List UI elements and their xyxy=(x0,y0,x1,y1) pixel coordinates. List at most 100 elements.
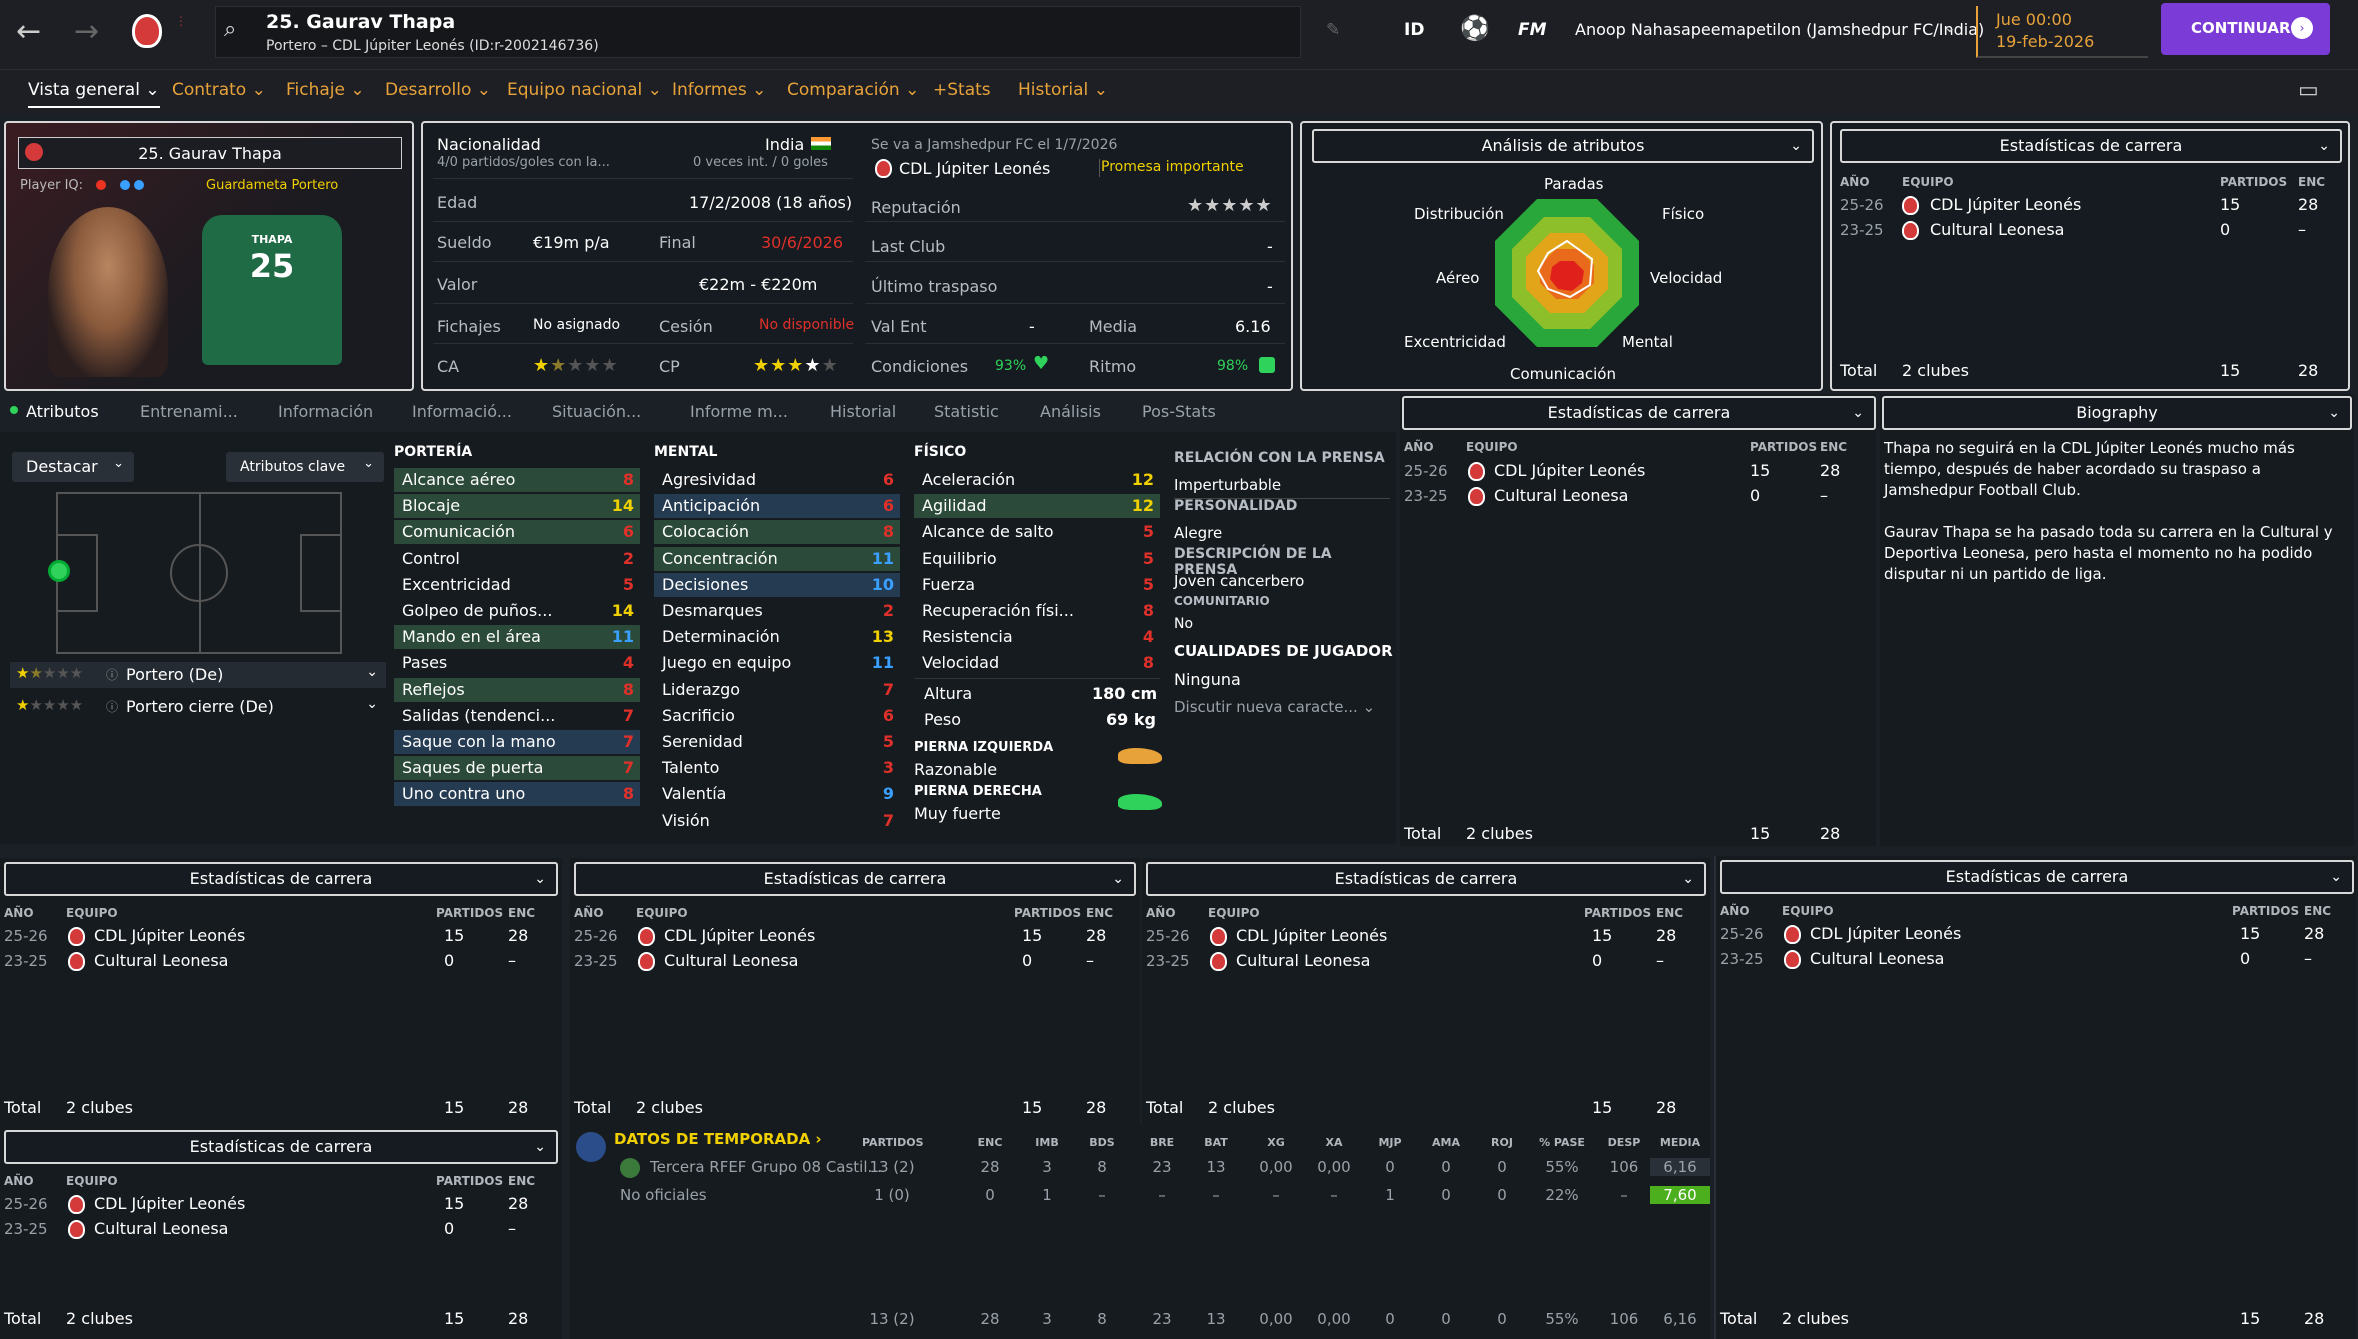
season-col[interactable]: XG xyxy=(1267,1136,1285,1149)
attribute-row[interactable]: Decisiones 10 xyxy=(654,572,900,597)
attribute-row[interactable]: Excentricidad 5 xyxy=(394,573,640,597)
career-team[interactable]: CDL Júpiter Leonés xyxy=(1494,461,1646,480)
subtab-pos-stats[interactable]: Pos-Stats xyxy=(1142,402,1216,421)
transfer-line[interactable]: Se va a Jamshedpur FC el 1/7/2026 xyxy=(871,137,1118,153)
season-col[interactable]: IMB xyxy=(1035,1136,1059,1149)
career-team[interactable]: Cultural Leonesa xyxy=(664,951,799,970)
highlight-dropdown[interactable]: Destacar ⌄ xyxy=(12,452,134,482)
career-team[interactable]: Cultural Leonesa xyxy=(1810,949,1945,968)
attribute-row[interactable]: Agilidad 12 xyxy=(914,494,1160,519)
key-attributes-dropdown[interactable]: Atributos clave ⌄ xyxy=(226,452,384,482)
attribute-row[interactable]: Control 2 xyxy=(394,547,640,571)
attribute-row[interactable]: Colocación 8 xyxy=(654,520,900,545)
attribute-row[interactable]: Sacrificio 6 xyxy=(654,704,900,728)
subtab-entrenamiento[interactable]: Entrenami... xyxy=(140,402,238,421)
career-team[interactable]: Cultural Leonesa xyxy=(1494,486,1629,505)
edit-pencil-icon[interactable]: ✎ xyxy=(1326,20,1341,40)
season-col[interactable]: ENC xyxy=(977,1136,1003,1149)
attribute-row[interactable]: Equilibrio 5 xyxy=(914,547,1160,571)
attribute-row[interactable]: Alcance de salto 5 xyxy=(914,520,1160,544)
attribute-row[interactable]: Saque con la mano 7 xyxy=(394,730,640,754)
subtab-informacion[interactable]: Información xyxy=(278,402,374,421)
attribute-row[interactable]: Resistencia 4 xyxy=(914,625,1160,649)
season-col[interactable]: PARTIDOS xyxy=(862,1136,924,1149)
player-search-box[interactable]: ⌕ 25. Gaurav Thapa Portero – CDL Júpiter… xyxy=(215,6,1301,58)
forward-arrow-icon[interactable]: → xyxy=(74,14,100,49)
attribute-row[interactable]: Liderazgo 7 xyxy=(654,678,900,702)
attribute-row[interactable]: Comunicación 6 xyxy=(394,520,640,545)
tab-fichaje[interactable]: Fichaje ⌄ xyxy=(286,80,365,100)
discuss-trait-link[interactable]: Discutir nueva caracte... ⌄ xyxy=(1174,698,1376,716)
monitor-icon[interactable]: ▭ xyxy=(2298,78,2319,103)
attribute-row[interactable]: Juego en equipo 11 xyxy=(654,651,900,675)
subtab-informacion-2[interactable]: Informació... xyxy=(412,402,512,421)
career-stats-dropdown[interactable]: Estadísticas de carrera ⌄ xyxy=(4,862,558,896)
attribute-row[interactable]: Pases 4 xyxy=(394,651,640,675)
attribute-row[interactable]: Recuperación físi... 8 xyxy=(914,599,1160,623)
career-team[interactable]: CDL Júpiter Leonés xyxy=(1810,924,1962,943)
career-team[interactable]: CDL Júpiter Leonés xyxy=(1236,926,1388,945)
attribute-row[interactable]: Agresividad 6 xyxy=(654,468,900,492)
subtab-situacion[interactable]: Situación... xyxy=(552,402,642,421)
career-team[interactable]: Cultural Leonesa xyxy=(94,951,229,970)
attribute-row[interactable]: Desmarques 2 xyxy=(654,599,900,623)
manager-name[interactable]: Anoop Nahasapeemapetilon (Jamshedpur FC/… xyxy=(1575,20,1985,39)
career-stats-dropdown[interactable]: Estadísticas de carrera ⌄ xyxy=(1402,396,1876,430)
season-col[interactable]: BRE xyxy=(1149,1136,1175,1149)
attribute-row[interactable]: Serenidad 5 xyxy=(654,730,900,754)
transfer-status-value[interactable]: No asignado xyxy=(533,317,621,333)
tab-desarrollo[interactable]: Desarrollo ⌄ xyxy=(385,80,492,100)
career-stats-dropdown[interactable]: Estadísticas de carrera ⌄ xyxy=(1720,860,2354,894)
date-box[interactable]: Jue 00:00 19-feb-2026 xyxy=(1976,6,2148,58)
tab-historial[interactable]: Historial ⌄ xyxy=(1018,80,1108,100)
biography-dropdown[interactable]: Biography ⌄ xyxy=(1882,396,2352,430)
season-col[interactable]: MJP xyxy=(1378,1136,1402,1149)
career-team[interactable]: Cultural Leonesa xyxy=(1930,220,2065,239)
tab-vista-general[interactable]: Vista general ⌄ xyxy=(28,80,160,108)
ball-icon[interactable]: ⚽ xyxy=(1460,14,1490,42)
career-stats-dropdown[interactable]: Estadísticas de carrera ⌄ xyxy=(574,862,1136,896)
season-col[interactable]: % PASE xyxy=(1539,1136,1585,1149)
attribute-row[interactable]: Reflejos 8 xyxy=(394,677,640,702)
season-col[interactable]: DESP xyxy=(1607,1136,1641,1149)
career-team[interactable]: Cultural Leonesa xyxy=(94,1219,229,1238)
club-crest-icon[interactable] xyxy=(132,14,162,48)
attribute-row[interactable]: Anticipación 6 xyxy=(654,494,900,519)
subtab-atributos[interactable]: Atributos xyxy=(26,402,99,421)
career-team[interactable]: Cultural Leonesa xyxy=(1236,951,1371,970)
career-stats-dropdown[interactable]: Estadísticas de carrera ⌄ xyxy=(1840,129,2342,163)
role-row-1[interactable]: ★★★★★ ⓘ Portero (De) ⌄ xyxy=(10,662,386,688)
loan-status-value[interactable]: No disponible xyxy=(759,317,855,333)
attribute-row[interactable]: Blocaje 14 xyxy=(394,494,640,519)
attribute-row[interactable]: Talento 3 xyxy=(654,756,900,780)
season-col[interactable]: AMA xyxy=(1432,1136,1460,1149)
attribute-row[interactable]: Velocidad 8 xyxy=(914,651,1160,675)
subtab-informe[interactable]: Informe m... xyxy=(690,402,788,421)
id-button[interactable]: ID xyxy=(1404,20,1425,40)
nationality-value[interactable]: India xyxy=(765,135,805,154)
attribute-row[interactable]: Fuerza 5 xyxy=(914,573,1160,597)
subtab-statistic[interactable]: Statistic xyxy=(934,402,999,421)
career-team[interactable]: CDL Júpiter Leonés xyxy=(664,926,816,945)
tab-informes[interactable]: Informes ⌄ xyxy=(672,80,767,100)
attribute-row[interactable]: Valentía 9 xyxy=(654,782,900,806)
tab-stats[interactable]: +Stats xyxy=(933,80,991,100)
season-col[interactable]: XA xyxy=(1325,1136,1343,1149)
attribute-row[interactable]: Golpeo de puños... 14 xyxy=(394,599,640,623)
manager-chevron-icon[interactable]: ⌄ xyxy=(1944,20,1956,36)
attribute-row[interactable]: Uno contra uno 8 xyxy=(394,782,640,807)
season-col[interactable]: BAT xyxy=(1204,1136,1228,1149)
subtab-analisis[interactable]: Análisis xyxy=(1040,402,1101,421)
back-arrow-icon[interactable]: ← xyxy=(16,14,42,49)
attribute-row[interactable]: Mando en el área 11 xyxy=(394,625,640,650)
attribute-row[interactable]: Visión 7 xyxy=(654,809,900,833)
career-stats-dropdown[interactable]: Estadísticas de carrera ⌄ xyxy=(4,1130,558,1164)
career-team[interactable]: CDL Júpiter Leonés xyxy=(94,926,246,945)
attribute-row[interactable]: Saques de puerta 7 xyxy=(394,756,640,781)
season-col[interactable]: MEDIA xyxy=(1659,1136,1701,1149)
season-competition[interactable]: Tercera RFEF Grupo 08 Castil... xyxy=(650,1158,882,1176)
career-team[interactable]: CDL Júpiter Leonés xyxy=(1930,195,2082,214)
club-name[interactable]: CDL Júpiter Leonés xyxy=(899,159,1051,178)
tab-contrato[interactable]: Contrato ⌄ xyxy=(172,80,266,100)
attribute-row[interactable]: Concentración 11 xyxy=(654,546,900,571)
